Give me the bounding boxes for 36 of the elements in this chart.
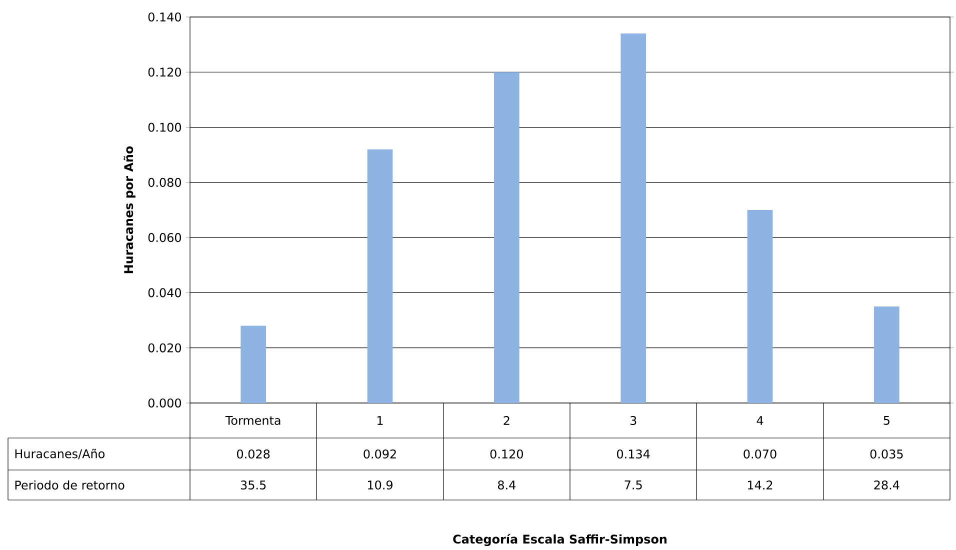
text: 35.5 — [240, 480, 266, 490]
text: 7.5 — [624, 480, 642, 490]
text: Categoría Escala Saffir-Simpson — [453, 534, 666, 546]
data-label: 0.134 — [617, 449, 650, 458]
text: Huracanes/Año — [15, 448, 105, 460]
x-tick-label: 2 — [504, 416, 510, 425]
x-tick-label: 1 — [378, 416, 383, 425]
bar — [874, 306, 900, 403]
y-tick-label: 0.060 — [148, 233, 182, 242]
x-tick-label: 4 — [756, 416, 764, 425]
y-tick-label: 0.000 — [148, 398, 182, 408]
y-tick-label: 0.140 — [148, 12, 182, 22]
bar — [240, 326, 266, 403]
y-tick-label: 0.120 — [148, 68, 182, 77]
bar — [494, 72, 520, 403]
data-label: 0.028 — [237, 449, 270, 458]
data-label: 0.035 — [870, 449, 903, 458]
data-label: 0.120 — [490, 449, 523, 458]
y-tick-label: 0.040 — [148, 288, 182, 298]
text: 28.4 — [874, 480, 900, 490]
bar — [367, 149, 393, 403]
y-axis-title: Huracanes por Año — [124, 146, 136, 274]
data-label: 0.070 — [744, 449, 776, 458]
y-tick-label: 0.080 — [148, 178, 182, 187]
data-label: 0.092 — [364, 449, 396, 458]
text: 14.2 — [748, 480, 772, 490]
y-tick-label: 0.020 — [148, 343, 182, 352]
x-tick-label: Tormenta — [225, 416, 280, 425]
text: 8.4 — [498, 480, 516, 490]
x-tick-label: 3 — [630, 416, 636, 425]
bar — [747, 210, 773, 403]
bar — [620, 34, 646, 403]
text: 10.9 — [368, 480, 392, 490]
x-tick-label: 5 — [884, 416, 890, 425]
y-tick-label: 0.100 — [148, 122, 182, 132]
text: Periodo de retorno — [15, 480, 124, 490]
